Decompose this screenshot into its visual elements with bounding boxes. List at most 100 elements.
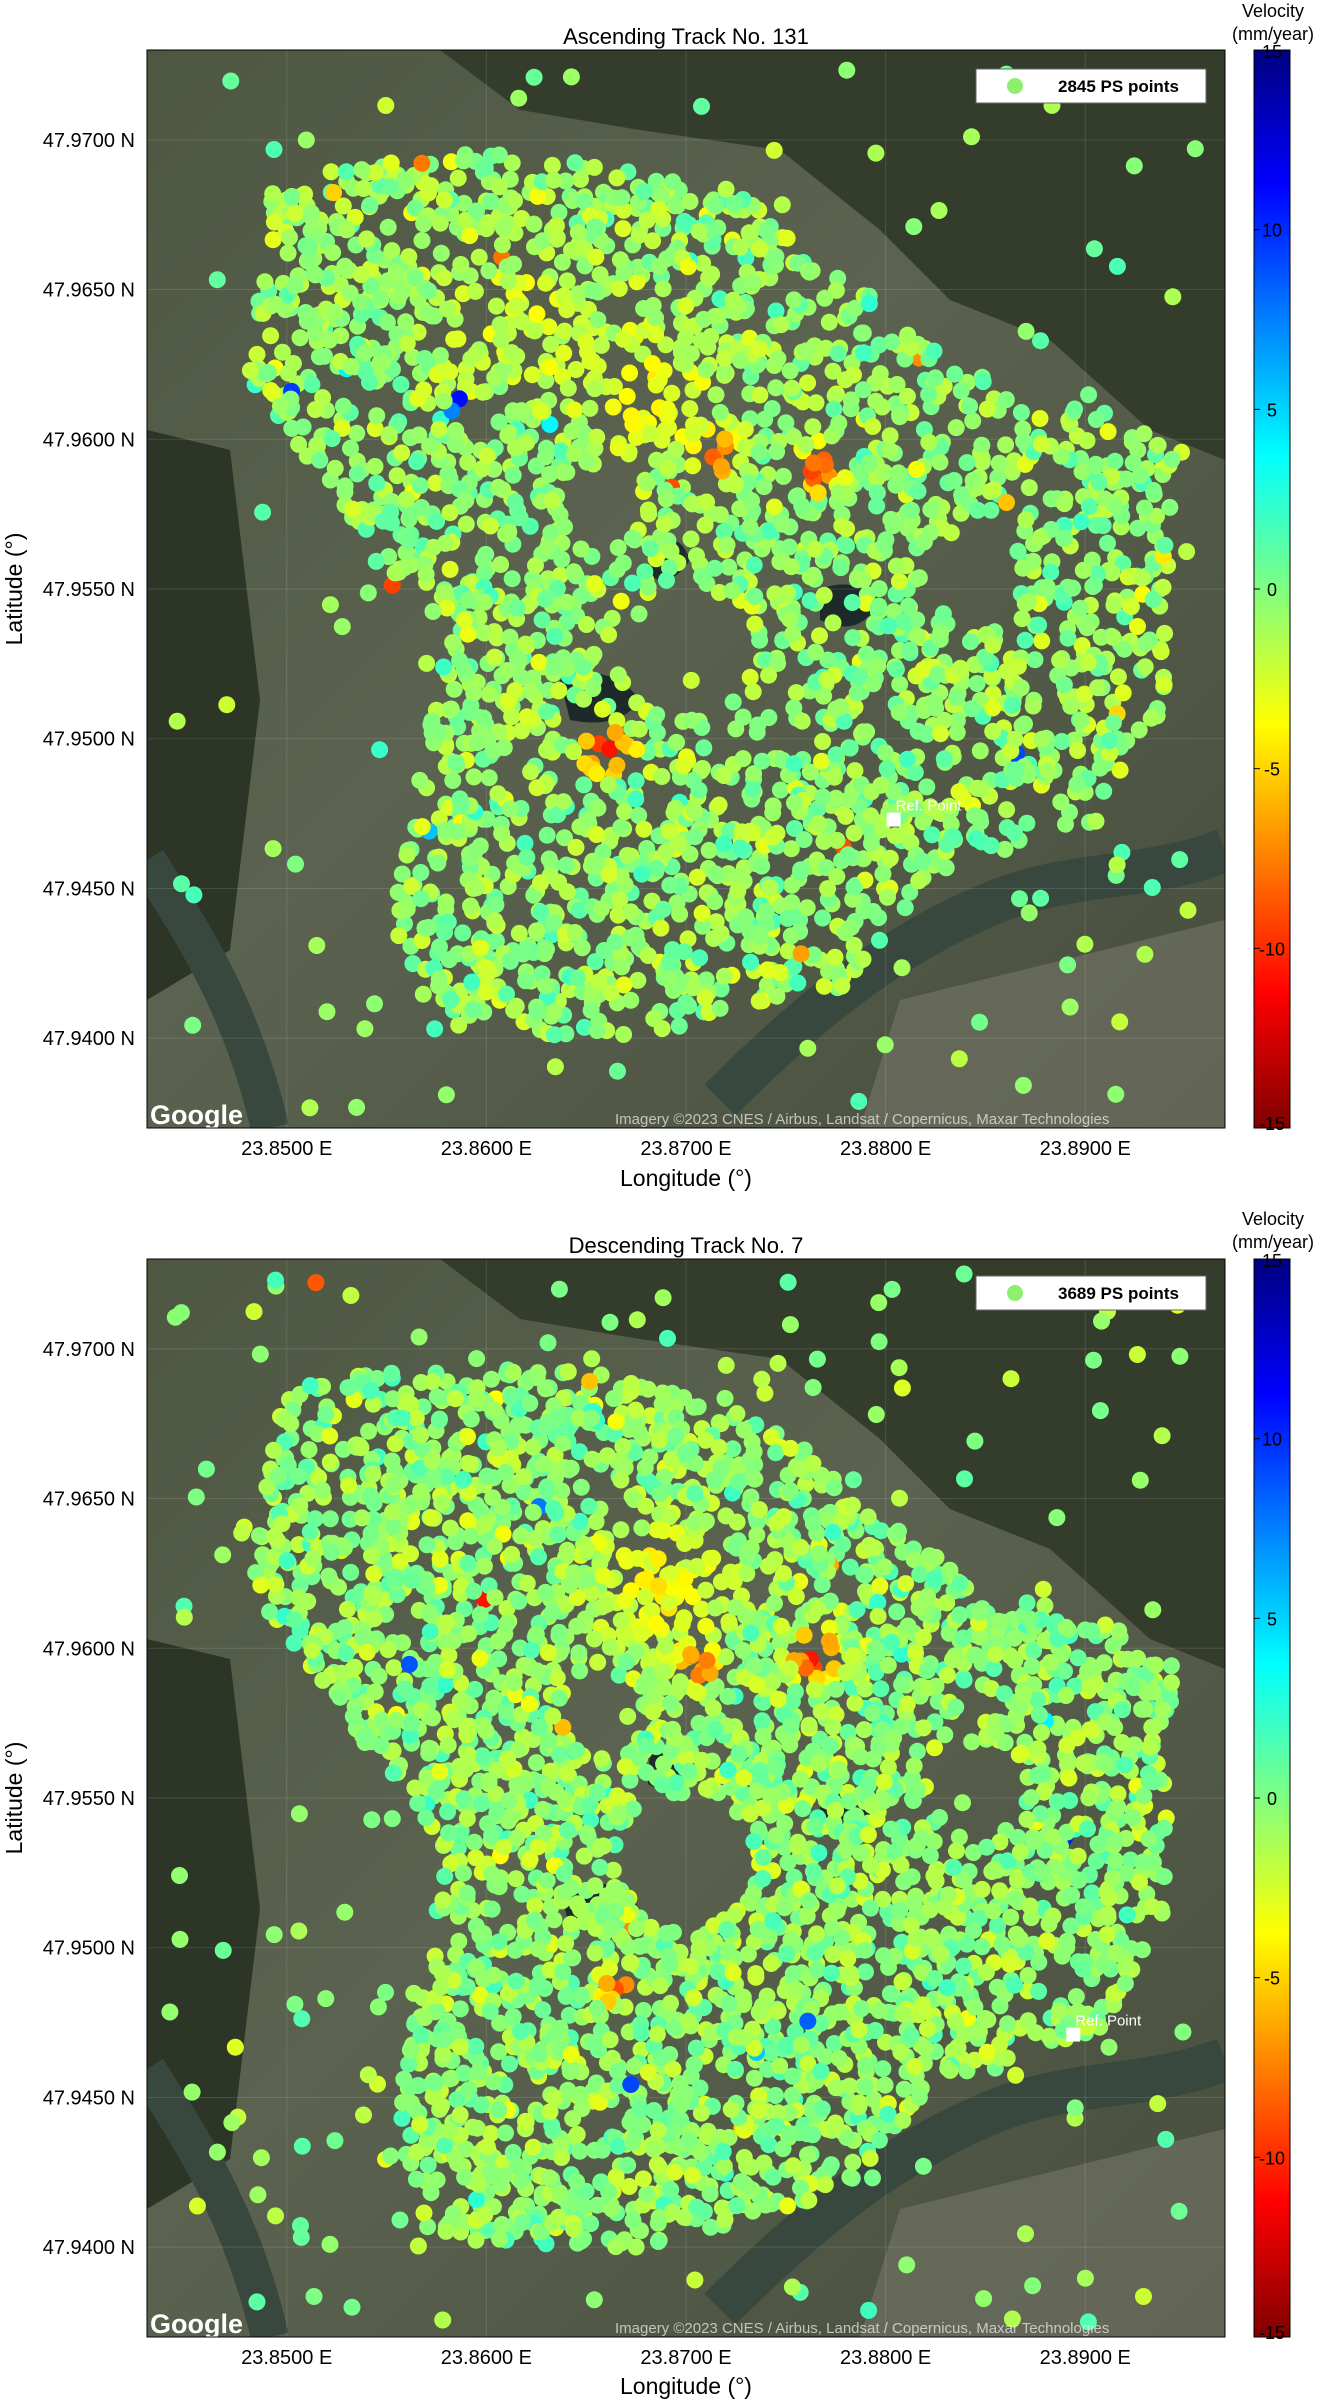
ps-point (837, 924, 854, 942)
ps-point (746, 587, 764, 605)
ps-point (513, 313, 531, 331)
map-frame (146, 49, 1226, 1129)
ps-point (1091, 759, 1109, 777)
ps-point (540, 318, 558, 336)
ps-point (579, 810, 597, 828)
ps-point (1044, 1828, 1062, 1846)
ps-point (588, 1022, 606, 1039)
ps-point (1164, 288, 1182, 306)
x-tick-label: 23.8800 E (840, 1138, 931, 1160)
ps-point (418, 654, 436, 672)
ps-point (606, 933, 624, 951)
ps-point (439, 300, 456, 318)
ps-point (388, 1586, 406, 1604)
ps-point (492, 556, 510, 573)
ps-point (549, 1463, 566, 1481)
ps-point (736, 420, 754, 438)
ps-point (669, 835, 687, 853)
ps-point (400, 531, 418, 549)
ps-point (168, 712, 186, 730)
ps-point (930, 202, 948, 219)
ps-point (403, 877, 421, 895)
ps-point (355, 180, 373, 197)
ps-point (577, 333, 595, 351)
ps-point (572, 540, 590, 558)
ps-point (316, 347, 333, 365)
ps-point (940, 797, 958, 815)
ps-point (274, 343, 291, 361)
ps-point (1094, 517, 1112, 535)
ps-point (1018, 814, 1036, 832)
ps-point (446, 436, 464, 453)
ps-point (864, 418, 882, 435)
ps-point (1103, 468, 1121, 485)
ps-point (785, 699, 803, 717)
ps-point (1055, 676, 1073, 694)
ps-point (818, 670, 836, 688)
ps-point (977, 649, 995, 667)
ps-point (258, 365, 276, 383)
ps-point (185, 886, 203, 904)
ps-point (556, 829, 573, 847)
ps-point (574, 658, 592, 676)
ps-point (871, 931, 888, 949)
ps-point (377, 1983, 394, 2001)
ps-point (437, 1086, 455, 1104)
ps-point (841, 2077, 859, 2095)
ps-point (569, 285, 587, 303)
ps-point (887, 585, 905, 603)
ps-point (750, 992, 768, 1010)
ps-point (408, 453, 426, 471)
ps-point (426, 1020, 444, 1038)
ps-point (1104, 628, 1122, 646)
ps-point (545, 1003, 563, 1021)
ps-point (815, 586, 833, 604)
ps-point (862, 807, 880, 825)
ps-point (254, 503, 272, 521)
ps-point (304, 1550, 322, 1568)
ps-point (751, 386, 769, 404)
ps-point (1143, 879, 1161, 896)
ps-point (367, 552, 385, 570)
river (704, 829, 1225, 1116)
ps-point (891, 408, 909, 426)
town-area (860, 920, 1225, 1128)
ps-point (568, 2126, 586, 2143)
ps-point (431, 214, 449, 232)
ps-point (850, 2038, 868, 2055)
ps-point (475, 709, 493, 727)
ps-point (352, 266, 370, 284)
ps-point (379, 218, 397, 236)
ps-point (925, 1570, 943, 1588)
ps-point (435, 392, 453, 410)
ps-point (1124, 454, 1142, 472)
ps-point (429, 854, 447, 872)
ps-point (493, 824, 511, 842)
ps-point (500, 523, 518, 541)
ps-point (621, 364, 639, 382)
ps-point (517, 941, 535, 959)
ps-point (603, 2049, 621, 2067)
ps-point (543, 156, 561, 174)
ps-point (490, 413, 508, 431)
ps-point (686, 2271, 704, 2289)
ps-point (461, 703, 478, 721)
ps-point (608, 561, 626, 579)
ps-point (792, 945, 810, 963)
ps-point (578, 453, 596, 471)
ps-point (998, 801, 1016, 819)
ps-point (337, 260, 355, 278)
ps-point (558, 272, 576, 290)
ps-point (363, 1811, 381, 1829)
ps-point (648, 859, 665, 877)
ps-point (1136, 945, 1154, 963)
ps-point (741, 329, 759, 347)
ps-point (264, 840, 282, 858)
ps-point (724, 693, 742, 711)
y-tick-label: 47.9450 N (43, 878, 135, 900)
ps-point (440, 951, 458, 969)
ps-point (334, 197, 352, 215)
ps-point (844, 629, 862, 647)
ps-point (901, 641, 919, 659)
ps-point (380, 426, 398, 443)
